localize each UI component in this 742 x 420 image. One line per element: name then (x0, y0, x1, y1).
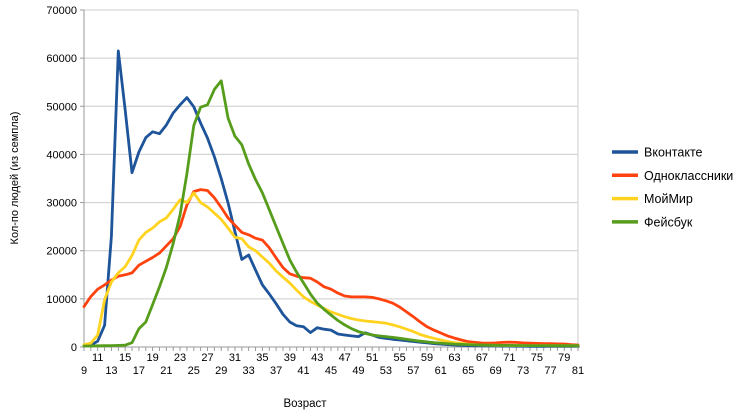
x-tick-label: 35 (256, 352, 268, 364)
x-tick-label: 53 (380, 365, 392, 377)
x-tick-label: 51 (366, 352, 378, 364)
legend-item: МойМир (612, 192, 693, 206)
x-tick-label: 45 (325, 365, 337, 377)
x-tick-label: 75 (531, 352, 543, 364)
x-tick-label: 57 (407, 365, 419, 377)
x-tick-label: 37 (270, 365, 282, 377)
x-tick-label: 55 (393, 352, 405, 364)
legend-item: Вконтакте (612, 146, 703, 160)
x-tick-label: 65 (462, 365, 474, 377)
y-tick-label: 0 (71, 342, 77, 354)
data-series (82, 49, 580, 348)
x-tick-label: 41 (297, 365, 309, 377)
legend-item: Одноклассники (612, 169, 733, 183)
x-tick-label: 25 (188, 365, 200, 377)
gridlines (84, 9, 579, 347)
x-tick-label: 33 (243, 365, 255, 377)
legend-label: Вконтакте (644, 146, 703, 160)
x-tick-label: 15 (119, 352, 131, 364)
series-line-4 (82, 79, 580, 348)
y-tick-label: 60000 (46, 53, 77, 65)
series-line-2 (82, 188, 580, 347)
x-tick-label: 13 (105, 365, 117, 377)
legend-label: Одноклассники (644, 169, 733, 183)
x-tick-label: 59 (421, 352, 433, 364)
x-tick-label: 81 (572, 365, 584, 377)
y-tick-label: 70000 (46, 5, 77, 17)
x-tick-label: 31 (229, 352, 241, 364)
x-tick-label: 23 (174, 352, 186, 364)
x-tick-label: 29 (215, 365, 227, 377)
y-tick-label: 20000 (46, 246, 77, 258)
y-tick-labels: 0 10000 20000 30000 40000 50000 60000 70000 (46, 5, 77, 354)
y-tick-label: 10000 (46, 294, 77, 306)
y-axis-title: Кол-по людей (из семпла) (9, 112, 21, 245)
x-tick-label: 21 (160, 365, 172, 377)
x-tick-label: 17 (133, 365, 145, 377)
x-tick-labels: 9 111315171921232527293133353739414345474… (81, 352, 584, 377)
x-tick-label: 43 (311, 352, 323, 364)
y-tick-label: 30000 (46, 198, 77, 210)
x-tick-label: 61 (435, 365, 447, 377)
x-tick-label: 27 (201, 352, 213, 364)
x-tick-label: 11 (92, 352, 103, 364)
legend-item: Фейсбук (612, 215, 693, 229)
legend-label: Фейсбук (644, 215, 693, 229)
x-tick-label: 39 (284, 352, 296, 364)
legend: Вконтакте Одноклассники МойМир Фейсбук (612, 146, 733, 229)
x-tick-label: 49 (352, 365, 364, 377)
series-line-3 (82, 191, 580, 348)
x-tick-label: 9 (81, 365, 87, 377)
x-tick-label: 71 (503, 352, 515, 364)
x-tick-label: 67 (476, 352, 488, 364)
x-tick-label: 77 (544, 365, 556, 377)
x-tick-label: 19 (146, 352, 158, 364)
x-tick-label: 63 (448, 352, 460, 364)
y-tick-label: 40000 (46, 149, 77, 161)
x-tick-label: 73 (517, 365, 529, 377)
x-axis-title: Возраст (283, 398, 327, 410)
x-tick-label: 79 (558, 352, 570, 364)
x-tick-label: 69 (490, 365, 502, 377)
legend-label: МойМир (644, 192, 693, 206)
y-tick-label: 50000 (46, 101, 77, 113)
series-line-1 (82, 49, 580, 348)
x-tick-label: 47 (339, 352, 351, 364)
